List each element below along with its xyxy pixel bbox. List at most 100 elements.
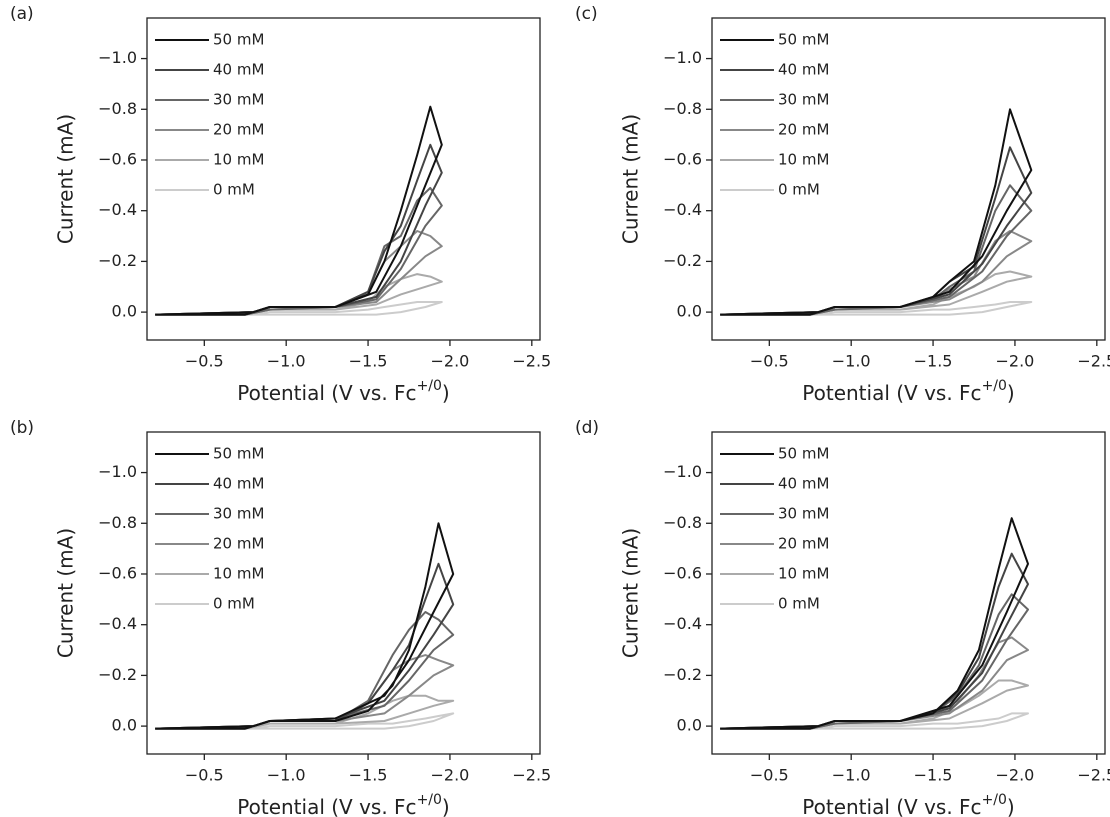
x-tick-label: −2.0: [431, 352, 470, 371]
y-axis-label: Current (mA): [54, 528, 78, 658]
x-axis-label-part: Potential (V vs. Fc: [802, 381, 981, 405]
legend-label: 10 mM: [778, 151, 829, 169]
cv-curve: [155, 273, 443, 316]
x-tick-label: −2.5: [512, 352, 551, 371]
x-axis-label-part: Potential (V vs. Fc: [802, 795, 981, 817]
x-axis-label-part: ): [1007, 795, 1015, 817]
cv-curve: [720, 270, 1033, 316]
cv-curve: [155, 522, 455, 730]
y-tick-label: 0.0: [112, 716, 137, 735]
y-tick-label: 0.0: [677, 302, 702, 321]
cv-curve: [720, 636, 1029, 730]
legend-label: 50 mM: [778, 445, 829, 463]
panel-label: (d): [575, 418, 599, 438]
cv-curve: [720, 146, 1033, 316]
legend-label: 20 mM: [213, 121, 264, 139]
cv-curve: [720, 301, 1033, 316]
panel: (c) −0.5 −1.0 −1.5 −2.0 −2.5 0.0 −0.2 −0.4 −0.6 −0…: [575, 4, 1110, 405]
x-axis-label: Potential (V vs. Fc+/0): [237, 378, 449, 405]
y-tick-label: −1.0: [98, 462, 137, 481]
y-tick-label: 0.0: [677, 716, 702, 735]
y-tick-label: −1.0: [663, 462, 702, 481]
panel: (a) −0.5 −1.0 −1.5 −2.0 −2.5 0.0 −0.2 −0.4 −0.6 −0…: [10, 4, 551, 405]
y-tick-label: −0.6: [98, 563, 137, 582]
legend-label: 0 mM: [213, 595, 255, 613]
y-tick-label: −1.0: [98, 48, 137, 67]
y-axis-label: Current (mA): [619, 114, 643, 244]
panel-label: (a): [10, 4, 34, 24]
panel-label: (c): [575, 4, 598, 24]
legend-label: 20 mM: [778, 121, 829, 139]
legend-label: 0 mM: [213, 181, 255, 199]
x-axis-label-part: ): [442, 795, 450, 817]
x-tick-label: −2.0: [996, 766, 1035, 785]
x-axis-label-part: ): [1007, 381, 1015, 405]
x-axis-label-part: +/0: [982, 792, 1007, 808]
y-tick-label: −0.4: [98, 614, 137, 633]
legend-label: 40 mM: [778, 61, 829, 79]
x-tick-label: −2.0: [431, 766, 470, 785]
x-tick-label: −2.5: [512, 766, 551, 785]
plot-frame: [711, 431, 1106, 755]
panel: (b) −0.5 −1.0 −1.5 −2.0 −2.5 0.0 −0.2 −0.4 −0.6 −0…: [10, 418, 551, 817]
x-axis-label-part: ): [442, 381, 450, 405]
legend-label: 30 mM: [778, 505, 829, 523]
y-tick-label: −0.8: [663, 99, 702, 118]
legend-label: 10 mM: [778, 565, 829, 583]
x-axis-label-part: +/0: [417, 792, 442, 808]
legend-label: 0 mM: [778, 595, 820, 613]
legend-label: 20 mM: [213, 535, 264, 553]
cv-curve: [720, 712, 1029, 730]
x-tick-label: −1.0: [832, 352, 871, 371]
legend-label: 30 mM: [778, 91, 829, 109]
panel-label: (b): [10, 418, 34, 438]
legend-label: 0 mM: [778, 181, 820, 199]
y-tick-label: 0.0: [112, 302, 137, 321]
y-tick-label: −0.4: [663, 614, 702, 633]
x-tick-label: −2.5: [1077, 352, 1110, 371]
legend-label: 50 mM: [213, 445, 264, 463]
x-tick-label: −0.5: [185, 766, 224, 785]
legend-label: 30 mM: [213, 91, 264, 109]
x-axis-label-part: Potential (V vs. Fc: [237, 795, 416, 817]
y-tick-label: −0.8: [663, 513, 702, 532]
y-tick-label: −0.6: [663, 563, 702, 582]
legend-label: 30 mM: [213, 505, 264, 523]
x-axis-label-part: +/0: [417, 378, 442, 394]
y-tick-label: −0.4: [98, 200, 137, 219]
cv-curve: [720, 517, 1029, 730]
x-tick-label: −1.0: [832, 766, 871, 785]
legend-label: 20 mM: [778, 535, 829, 553]
y-tick-label: −0.2: [98, 251, 137, 270]
cv-curve: [720, 593, 1029, 730]
cv-curve: [155, 562, 455, 730]
x-tick-label: −0.5: [750, 352, 789, 371]
y-axis-label: Current (mA): [54, 114, 78, 244]
plot-frame: [146, 431, 541, 755]
y-tick-label: −0.2: [663, 251, 702, 270]
cv-curve: [155, 712, 455, 730]
x-axis-label: Potential (V vs. Fc+/0): [802, 378, 1014, 405]
x-tick-label: −1.5: [914, 766, 953, 785]
cv-curve: [155, 654, 455, 730]
y-tick-label: −0.8: [98, 99, 137, 118]
x-tick-label: −2.5: [1077, 766, 1110, 785]
plot-frame: [711, 17, 1106, 341]
x-tick-label: −1.5: [349, 766, 388, 785]
x-axis-label-part: +/0: [982, 378, 1007, 394]
x-axis-label: Potential (V vs. Fc+/0): [237, 792, 449, 817]
x-tick-label: −2.0: [996, 352, 1035, 371]
legend-label: 10 mM: [213, 151, 264, 169]
cv-curve: [720, 679, 1029, 730]
cv-curve: [155, 301, 443, 316]
y-tick-label: −0.2: [663, 665, 702, 684]
y-axis-label: Current (mA): [619, 528, 643, 658]
legend-label: 50 mM: [778, 31, 829, 49]
x-tick-label: −0.5: [750, 766, 789, 785]
x-tick-label: −1.5: [914, 352, 953, 371]
x-axis-label-part: Potential (V vs. Fc: [237, 381, 416, 405]
x-axis-label: Potential (V vs. Fc+/0): [802, 792, 1014, 817]
panel: (d) −0.5 −1.0 −1.5 −2.0 −2.5 0.0 −0.2 −0.4 −0.6 −0…: [575, 418, 1110, 817]
y-tick-label: −0.8: [98, 513, 137, 532]
